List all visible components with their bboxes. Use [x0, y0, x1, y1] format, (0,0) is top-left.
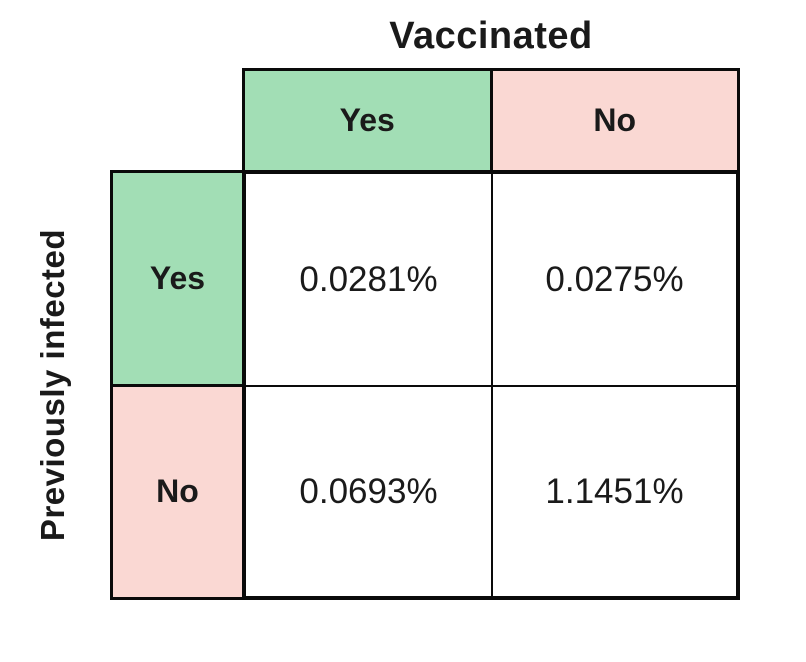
- data-cells-grid: 0.0281% 0.0275% 0.0693% 1.1451%: [242, 170, 740, 600]
- row-header-infected-yes: Yes: [113, 173, 242, 384]
- cell-infected-no-vaccinated-no: 1.1451%: [491, 385, 736, 596]
- column-axis-title: Vaccinated: [389, 15, 593, 57]
- cell-infected-yes-vaccinated-yes: 0.0281%: [299, 259, 438, 299]
- row-axis-title: Previously infected: [34, 228, 71, 542]
- row-header-column: Yes No: [110, 170, 242, 600]
- row-header-infected-no: No: [113, 383, 242, 597]
- col-header-vaccinated-no: No: [489, 71, 737, 170]
- column-header-row: Yes No: [242, 68, 740, 170]
- cell-infected-yes-vaccinated-no: 0.0275%: [491, 174, 736, 385]
- col-header-vaccinated-yes: Yes: [245, 71, 490, 170]
- cell-infected-no-vaccinated-yes: 0.0693%: [246, 385, 491, 596]
